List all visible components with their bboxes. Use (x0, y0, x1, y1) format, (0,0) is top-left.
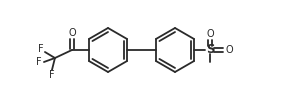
Text: F: F (49, 70, 55, 80)
Text: O: O (225, 45, 233, 55)
Text: O: O (206, 29, 214, 39)
Text: F: F (36, 57, 42, 67)
Text: S: S (206, 43, 214, 56)
Text: O: O (68, 28, 76, 38)
Text: F: F (38, 44, 44, 54)
